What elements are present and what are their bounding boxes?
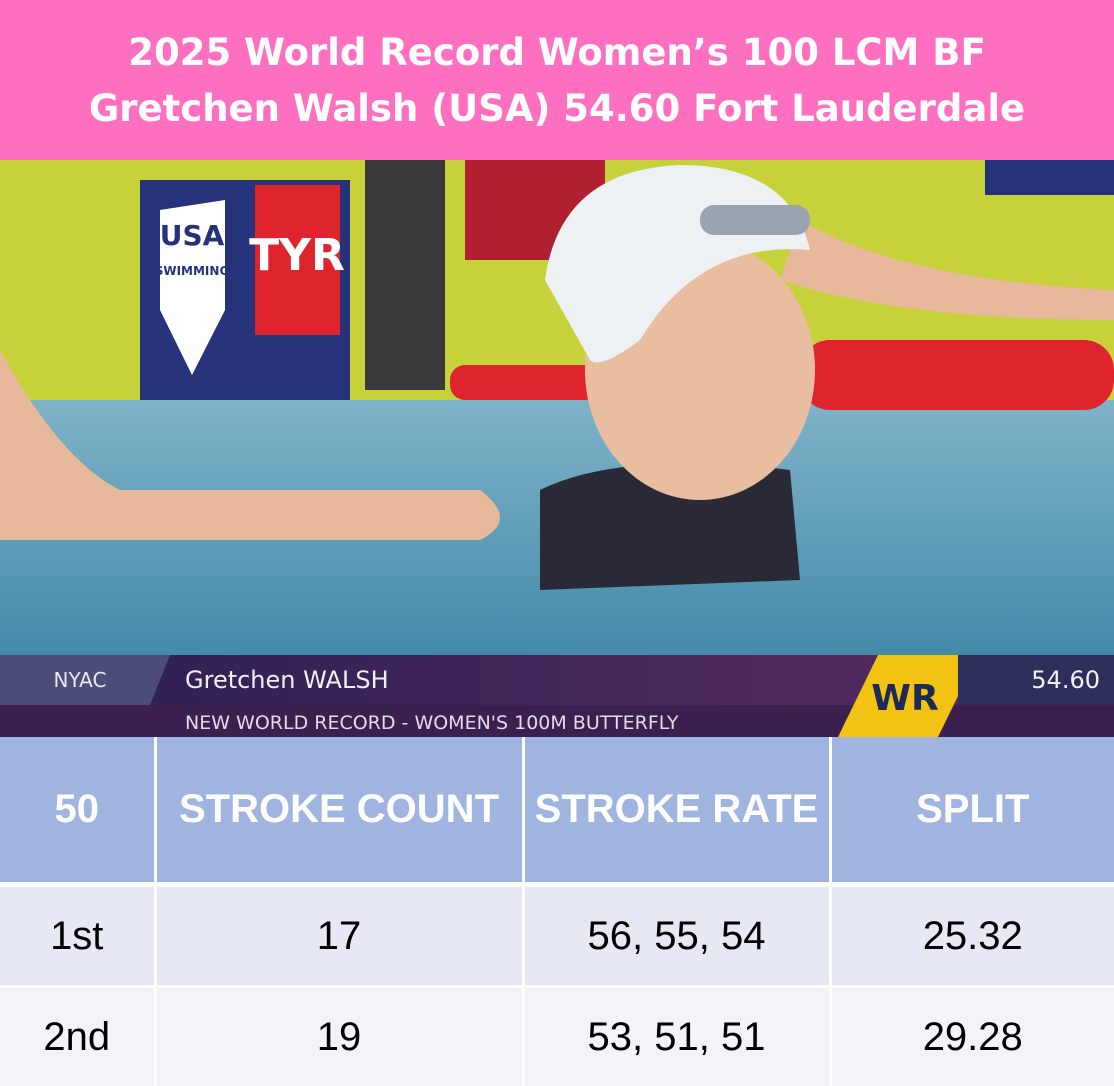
table-cell: 1st <box>0 885 155 987</box>
goggles <box>700 205 810 235</box>
title-line: Gretchen Walsh (USA) 54.60 Fort Lauderda… <box>0 81 1114 137</box>
block <box>365 160 445 390</box>
time: 54.60 <box>1031 666 1100 694</box>
title-line: 2025 World Record Women’s 100 LCM BF <box>0 25 1114 81</box>
swimmer-name: Gretchen WALSH <box>185 666 389 694</box>
column-header: SPLIT <box>830 737 1114 885</box>
photo: USA SWIMMING TYR NYAC Gretchen WALSH NEW… <box>0 160 1114 737</box>
club: NYAC <box>54 668 107 692</box>
sign-text: TYR <box>249 230 345 281</box>
table-cell: 17 <box>155 885 523 987</box>
table-cell: 53, 51, 51 <box>523 987 830 1086</box>
sign-text: SWIMMING <box>155 264 230 278</box>
table-cell: 2nd <box>0 987 155 1086</box>
column-header: STROKE COUNT <box>155 737 523 885</box>
header: 2025 World Record Women’s 100 LCM BF Gre… <box>0 0 1114 160</box>
table-cell: 25.32 <box>830 885 1114 987</box>
banner <box>985 160 1114 195</box>
table-cell: 19 <box>155 987 523 1086</box>
caption: NEW WORLD RECORD - WOMEN'S 100M BUTTERFL… <box>185 712 679 734</box>
sign-text: USA <box>160 219 225 252</box>
column-header: 50 <box>0 737 155 885</box>
column-header: STROKE RATE <box>523 737 830 885</box>
table-cell: 56, 55, 54 <box>523 885 830 987</box>
table-cell: 29.28 <box>830 987 1114 1086</box>
badge: WR <box>871 678 938 719</box>
